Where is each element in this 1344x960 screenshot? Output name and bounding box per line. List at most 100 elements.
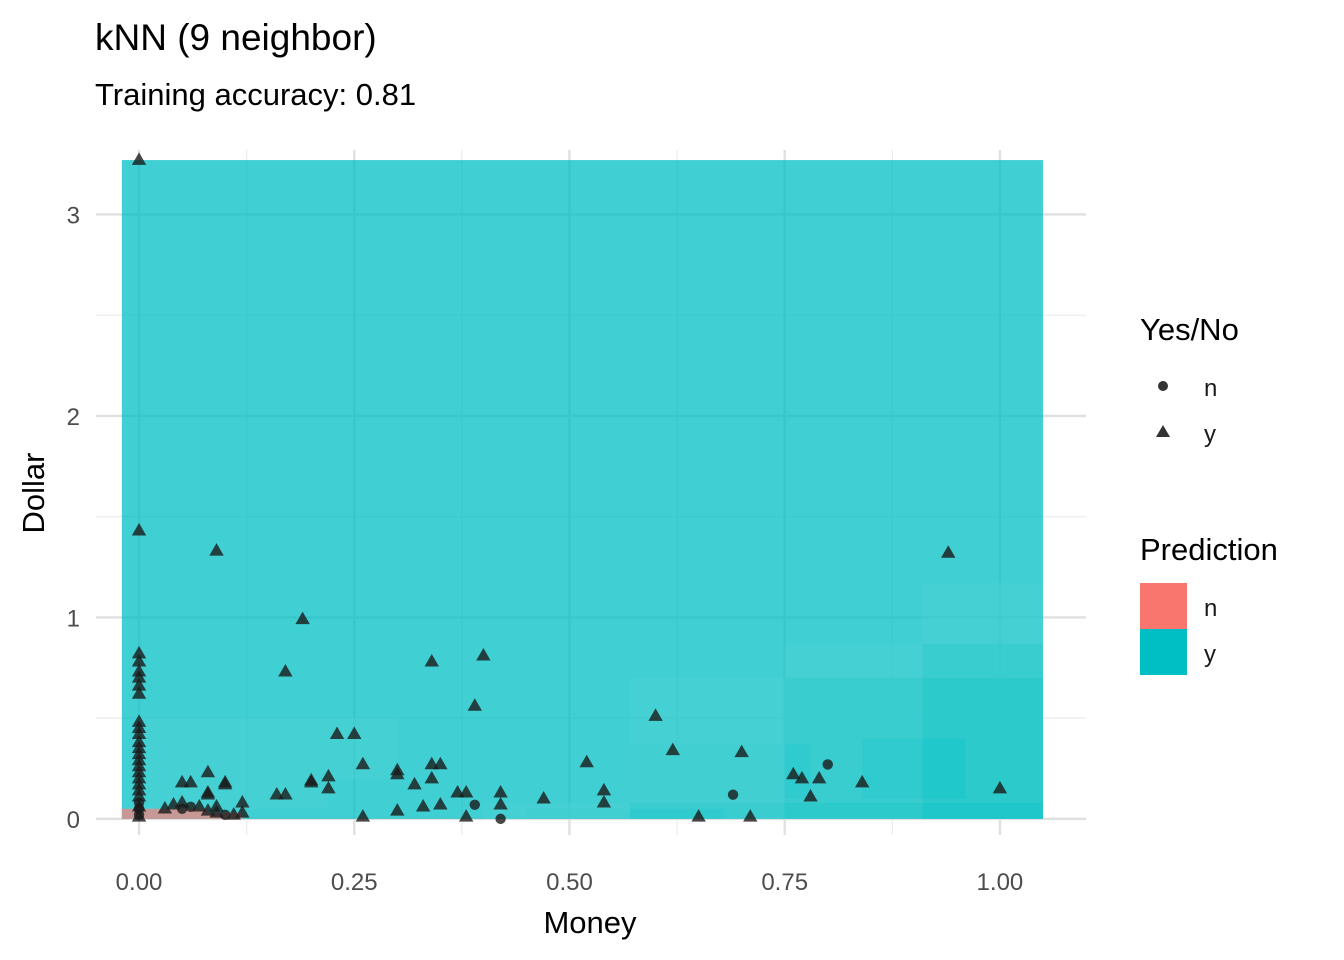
- prediction-region-y: [629, 677, 1043, 819]
- point-y: [941, 545, 956, 558]
- prediction-region-tint-y: [922, 583, 1043, 819]
- legend-key-y: [1140, 629, 1187, 675]
- y-axis-title: Dollar: [16, 453, 51, 534]
- point-y: [131, 726, 147, 740]
- x-axis-title: Money: [543, 905, 637, 940]
- legend-shape-title: Yes/No: [1140, 312, 1239, 347]
- point-y: [131, 645, 147, 659]
- legend-triangle-icon: [1156, 425, 1170, 437]
- point-y: [743, 809, 758, 822]
- point-n: [185, 801, 196, 812]
- data-points: [131, 152, 1008, 825]
- legend-fill-label-y: y: [1204, 641, 1216, 668]
- prediction-region-y: [922, 583, 1043, 819]
- point-y: [734, 744, 749, 758]
- point-y: [321, 768, 336, 782]
- point-y: [131, 799, 147, 812]
- point-y: [794, 770, 810, 784]
- point-y: [458, 809, 474, 822]
- point-y: [131, 678, 147, 691]
- point-y: [347, 726, 362, 740]
- x-tick-label: 0.25: [331, 869, 378, 896]
- point-y: [131, 523, 147, 536]
- point-y: [200, 786, 216, 800]
- prediction-region-tint-y: [526, 808, 725, 819]
- point-y: [691, 809, 706, 822]
- prediction-region-y: [526, 808, 725, 819]
- y-axis-ticks: 0 1 2 3: [67, 202, 80, 833]
- point-y: [407, 776, 422, 790]
- prediction-region-tint-y: [862, 738, 966, 799]
- point-y: [648, 708, 663, 721]
- point-y: [200, 764, 216, 778]
- point-y: [355, 756, 371, 770]
- point-n: [822, 759, 833, 770]
- x-tick-label: 1.00: [977, 869, 1024, 896]
- y-tick-label: 2: [67, 404, 80, 431]
- point-y: [235, 805, 250, 818]
- prediction-region-tint-y: [139, 778, 329, 809]
- prediction-region-tint-y: [629, 677, 1043, 819]
- point-y: [209, 805, 224, 818]
- point-y: [596, 795, 612, 808]
- point-y: [209, 543, 224, 556]
- point-y: [131, 809, 147, 822]
- prediction-region-y: [862, 738, 966, 799]
- x-axis-ticks: 0.00 0.25 0.50 0.75 1.00: [116, 869, 1024, 896]
- point-y: [493, 797, 508, 810]
- y-tick-label: 3: [67, 202, 80, 229]
- point-y: [596, 782, 612, 796]
- point-n: [469, 799, 480, 810]
- legend-fill-label-n: n: [1204, 595, 1217, 622]
- point-y: [131, 152, 147, 165]
- legend-circle-icon: [1158, 381, 1168, 391]
- point-y: [424, 653, 439, 667]
- legend-shape-label-n: n: [1204, 375, 1217, 402]
- legend-fill-title: Prediction: [1140, 532, 1278, 567]
- prediction-regions: [121, 160, 1043, 819]
- prediction-region-tint-y: [629, 744, 811, 799]
- point-n: [727, 789, 739, 800]
- point-y: [536, 790, 551, 804]
- point-y: [854, 774, 870, 788]
- point-y: [235, 795, 250, 808]
- point-y: [131, 670, 147, 683]
- chart-title: kNN (9 neighbor): [95, 17, 377, 58]
- point-y: [131, 686, 147, 699]
- point-y: [390, 803, 405, 816]
- prediction-region-tint-y: [483, 802, 1043, 819]
- point-y: [415, 799, 431, 812]
- point-y: [174, 774, 190, 788]
- prediction-region-y: [629, 744, 811, 799]
- legend-shape: Yes/No n y: [1140, 312, 1239, 448]
- point-y: [786, 766, 801, 780]
- x-tick-label: 0.75: [761, 869, 808, 896]
- point-y: [579, 754, 594, 768]
- y-tick-label: 1: [67, 605, 80, 632]
- point-y: [174, 795, 190, 808]
- point-y: [200, 803, 216, 816]
- legend-fill: Prediction n y: [1140, 532, 1278, 675]
- point-y: [295, 611, 310, 625]
- point-y: [467, 698, 482, 711]
- point-y: [278, 664, 293, 677]
- x-tick-label: 0.50: [546, 869, 593, 896]
- point-y: [433, 797, 448, 810]
- prediction-region-tint-n: [121, 808, 208, 819]
- point-y: [803, 788, 818, 802]
- point-y: [424, 770, 439, 784]
- point-y: [304, 774, 319, 788]
- point-y: [157, 801, 173, 814]
- prediction-region-tint-y: [139, 718, 398, 779]
- point-y: [131, 788, 147, 802]
- point-y: [166, 797, 181, 810]
- point-y: [811, 770, 827, 784]
- prediction-region-y: [121, 160, 1043, 819]
- point-y: [192, 799, 207, 812]
- point-y: [665, 742, 680, 756]
- point-y: [321, 780, 336, 794]
- point-y: [992, 780, 1008, 794]
- point-y: [450, 784, 465, 798]
- y-tick-label: 0: [67, 807, 80, 834]
- point-y: [278, 786, 293, 800]
